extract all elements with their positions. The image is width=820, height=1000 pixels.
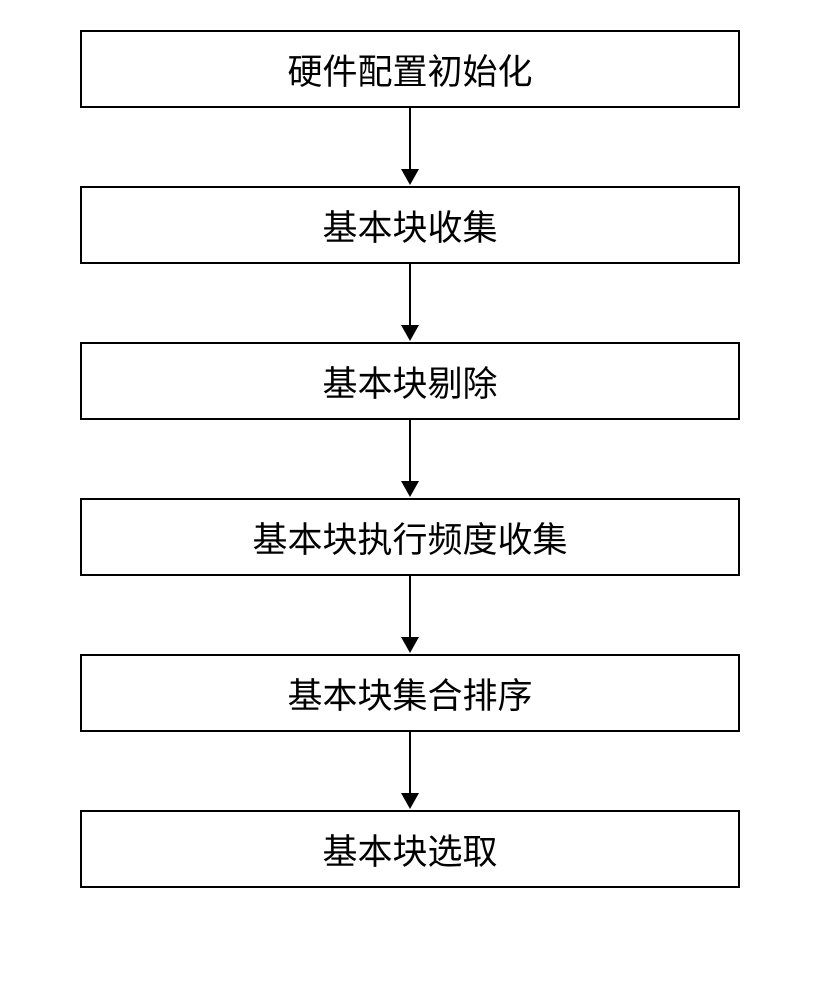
- arrow-icon: [401, 420, 419, 498]
- flow-node-block-collect: 基本块收集: [80, 186, 740, 264]
- flow-node-label: 基本块剔除: [322, 356, 497, 407]
- flow-node-label: 基本块收集: [322, 200, 497, 251]
- flow-node-block-freq-collect: 基本块执行频度收集: [80, 498, 740, 576]
- flow-node-label: 基本块选取: [322, 824, 497, 875]
- arrow-icon: [401, 732, 419, 810]
- arrow-icon: [401, 264, 419, 342]
- flow-node-block-select: 基本块选取: [80, 810, 740, 888]
- flowchart-container: 硬件配置初始化 基本块收集 基本块剔除 基本块执行频度收集 基本块集合排序 基本…: [80, 30, 740, 888]
- flow-node-hardware-init: 硬件配置初始化: [80, 30, 740, 108]
- flow-node-label: 基本块集合排序: [287, 668, 532, 719]
- flow-node-block-set-sort: 基本块集合排序: [80, 654, 740, 732]
- arrow-icon: [401, 108, 419, 186]
- flow-node-label: 硬件配置初始化: [287, 44, 532, 95]
- flow-node-label: 基本块执行频度收集: [252, 512, 567, 563]
- arrow-icon: [401, 576, 419, 654]
- flow-node-block-remove: 基本块剔除: [80, 342, 740, 420]
